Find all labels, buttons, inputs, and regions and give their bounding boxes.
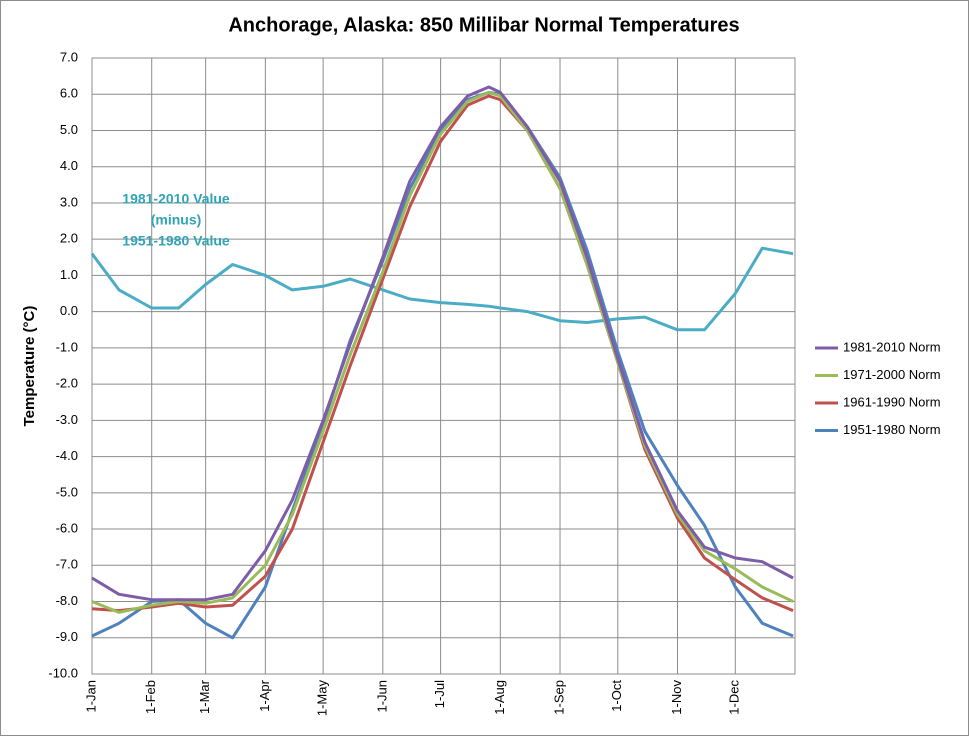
annotation: 1981-2010 Value [122, 191, 230, 207]
series-line [91, 94, 794, 613]
x-tick-label: 1-Jun [374, 680, 389, 713]
y-tick-label: -1.0 [56, 339, 78, 354]
series-line [91, 90, 794, 640]
legend-label: 1951-1980 Norm [843, 422, 941, 437]
x-tick-label: 1-Oct [609, 680, 624, 712]
x-tick-label: 1-Jul [432, 680, 447, 708]
x-tick-label: 1-Sep [551, 680, 566, 715]
y-tick-label: 7.0 [60, 49, 78, 64]
x-tick-label: 1-Apr [257, 679, 272, 711]
plot-area [91, 57, 796, 675]
y-tick-label: 6.0 [60, 86, 78, 101]
annotation: 1951-1980 Value [122, 233, 230, 249]
y-tick-label: -4.0 [56, 448, 78, 463]
x-tick-label: 1-Dec [727, 680, 742, 715]
legend-label: 1971-2000 Norm [843, 367, 941, 382]
y-tick-label: -3.0 [56, 412, 78, 427]
legend-label: 1961-1990 Norm [843, 394, 941, 409]
x-tick-label: 1-Feb [143, 680, 158, 714]
y-tick-label: 2.0 [60, 231, 78, 246]
y-tick-label: 4.0 [60, 158, 78, 173]
series-line [91, 90, 794, 614]
series-line [91, 85, 794, 602]
y-tick-label: -7.0 [56, 557, 78, 572]
y-tick-label: -5.0 [56, 484, 78, 499]
y-tick-label: -10.0 [48, 665, 78, 680]
x-tick-label: 1-Nov [669, 680, 684, 715]
y-axis-label: Temperature (°C) [21, 306, 38, 427]
y-tick-label: 5.0 [60, 122, 78, 137]
y-tick-label: -6.0 [56, 520, 78, 535]
x-tick-label: 1-May [315, 680, 330, 717]
legend-label: 1981-2010 Norm [843, 339, 941, 354]
annotation: (minus) [151, 212, 202, 228]
y-tick-label: 0.0 [60, 303, 78, 318]
y-tick-label: -8.0 [56, 593, 78, 608]
y-tick-label: -2.0 [56, 376, 78, 391]
x-tick-label: 1-Mar [197, 679, 212, 714]
series-line [90, 246, 794, 332]
x-tick-label: 1-Aug [492, 680, 507, 715]
x-tick-label: 1-Jan [83, 680, 98, 713]
y-tick-label: 3.0 [60, 194, 78, 209]
y-tick-label: -9.0 [56, 629, 78, 644]
y-tick-label: 1.0 [60, 267, 78, 282]
chart-title: Anchorage, Alaska: 850 Millibar Normal T… [228, 14, 739, 36]
